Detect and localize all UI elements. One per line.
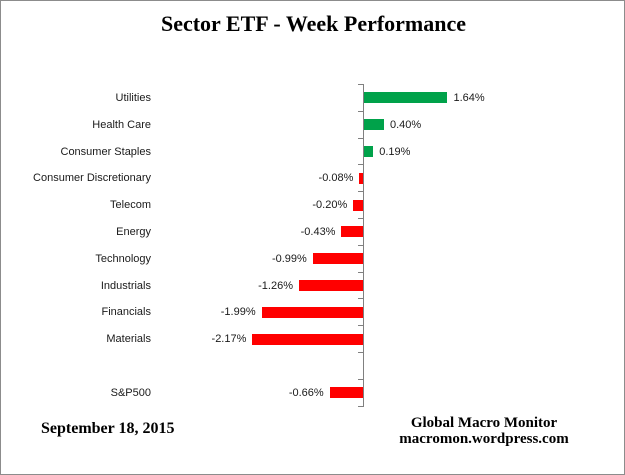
- bar-financials: [261, 306, 364, 318]
- axis-tick-mark: [357, 137, 364, 139]
- attribution-url: macromon.wordpress.com: [399, 431, 569, 447]
- value-label-materials: -2.17%: [211, 333, 247, 346]
- value-label-s-p500: -0.66%: [288, 386, 324, 399]
- value-label-health-care: 0.40%: [389, 118, 422, 131]
- axis-tick-mark: [357, 325, 364, 327]
- bar-health-care: [363, 119, 384, 131]
- axis-tick-mark: [357, 271, 364, 273]
- value-label-industrials: -1.26%: [258, 279, 293, 292]
- axis-tick-mark: [357, 405, 364, 407]
- axis-tick-mark: [357, 218, 364, 219]
- value-label-utilities: 1.64%: [453, 91, 485, 104]
- bar-technology: [312, 253, 364, 265]
- axis-tick-mark: [357, 298, 364, 300]
- axis-tick-mark: [357, 352, 364, 353]
- category-label-consumer-discretionary: Consumer Discretionary: [33, 172, 151, 185]
- category-label-consumer-staples: Consumer Staples: [60, 145, 152, 158]
- bar-s-p500: [329, 387, 364, 399]
- value-label-consumer-discretionary: -0.08%: [318, 172, 354, 185]
- axis-tick-mark: [357, 164, 364, 166]
- category-label-health-care: Health Care: [92, 118, 151, 131]
- category-label-materials: Materials: [106, 333, 151, 346]
- value-label-energy: -0.43%: [300, 225, 336, 238]
- category-label-energy: Energy: [116, 225, 151, 238]
- attribution: Global Macro Monitor macromon.wordpress.…: [379, 415, 589, 447]
- axis-tick-mark: [357, 378, 364, 380]
- bar-energy: [341, 226, 364, 238]
- value-label-telecom: -0.20%: [312, 199, 348, 212]
- category-axis-line: [363, 84, 364, 407]
- bar-utilities: [363, 92, 448, 104]
- bar-consumer-discretionary: [359, 172, 364, 184]
- bar-telecom: [353, 199, 364, 211]
- category-label-utilities: Utilities: [115, 91, 151, 104]
- chart-title: Sector ETF - Week Performance: [160, 11, 467, 36]
- bar-industrials: [298, 280, 364, 291]
- date-label: September 18, 2015: [41, 420, 175, 437]
- category-label-financials: Financials: [101, 306, 151, 319]
- category-label-telecom: Telecom: [110, 199, 151, 212]
- bar-materials: [252, 333, 364, 345]
- category-label-industrials: Industrials: [100, 279, 151, 292]
- axis-tick-mark: [357, 244, 364, 246]
- axis-tick-mark: [357, 110, 364, 112]
- category-label-blank: [1, 359, 151, 373]
- bar-consumer-staples: [363, 146, 374, 157]
- value-label-financials: -1.99%: [220, 306, 256, 319]
- attribution-source: Global Macro Monitor: [410, 415, 558, 431]
- axis-tick-mark: [357, 191, 364, 193]
- category-label-s-p500: S&P500: [110, 386, 151, 399]
- value-label-technology: -0.99%: [271, 252, 307, 265]
- category-label-technology: Technology: [95, 252, 151, 265]
- axis-tick-mark: [357, 84, 364, 85]
- value-label-consumer-staples: 0.19%: [379, 145, 411, 158]
